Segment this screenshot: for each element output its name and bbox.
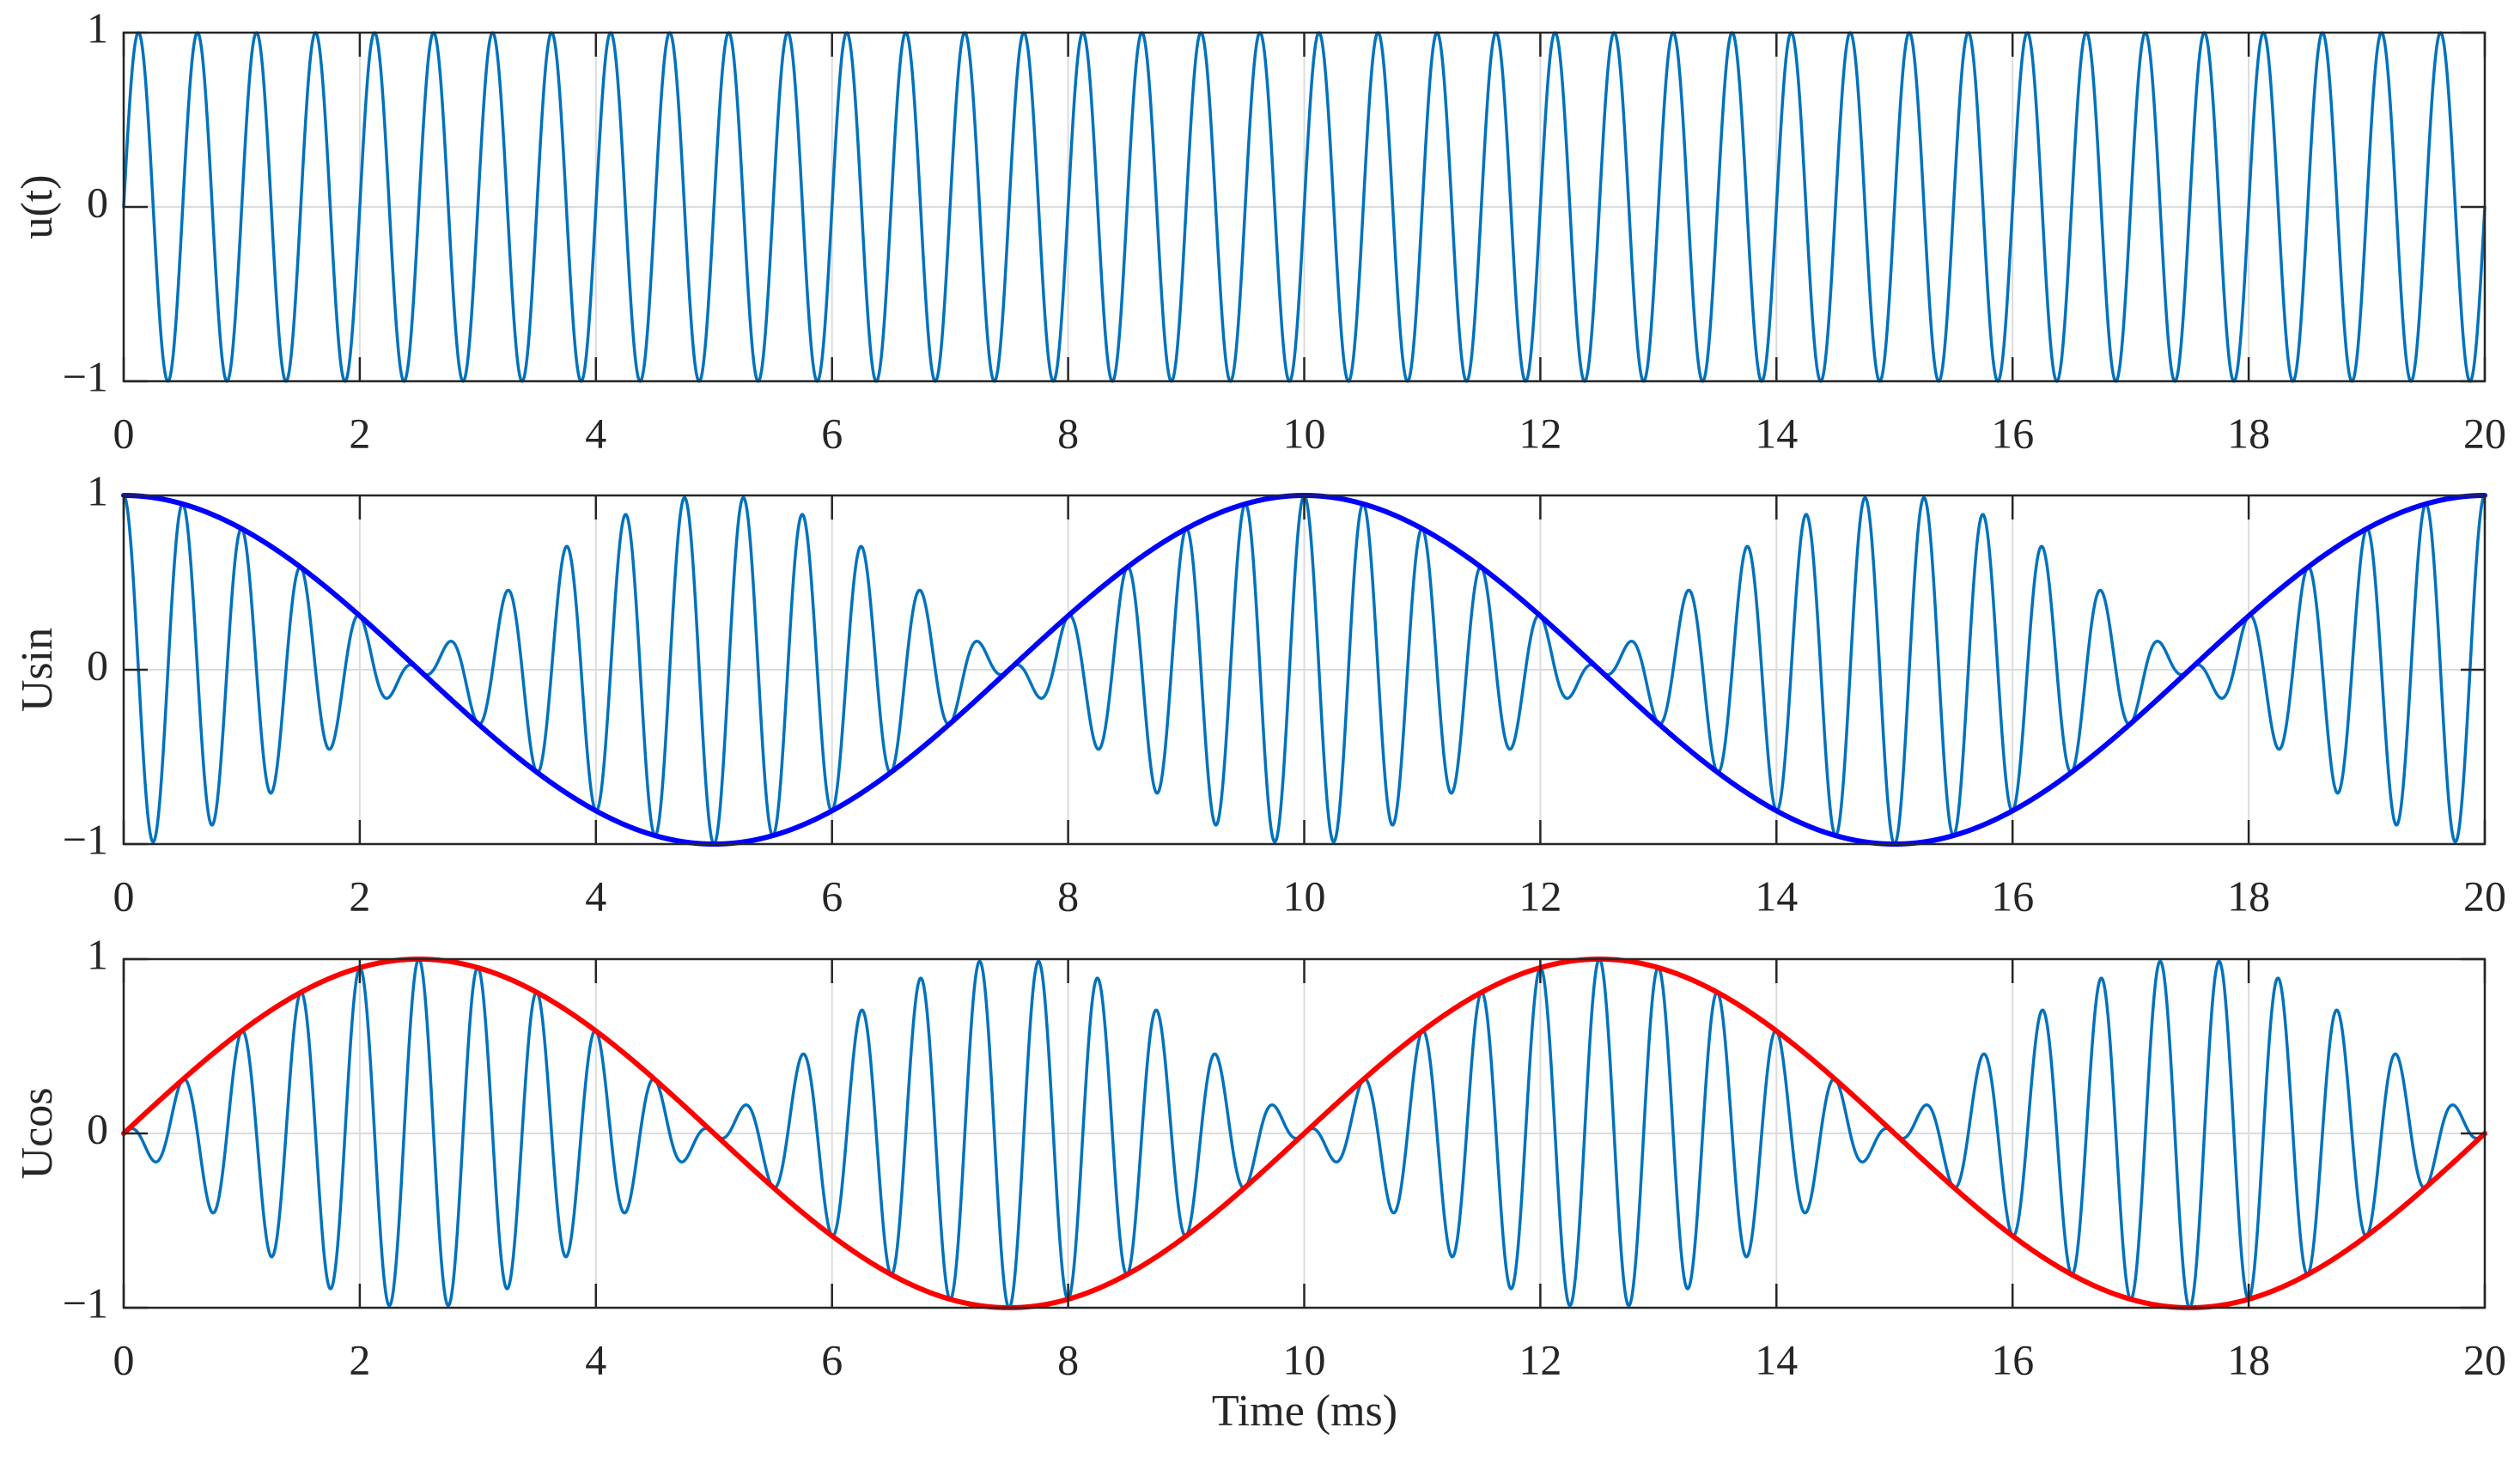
x-tick-label: 0 xyxy=(113,1335,135,1383)
x-tick-labels: 0 2 4 6 8 10 12 14 16 18 20 xyxy=(113,872,2507,920)
x-tick-label: 10 xyxy=(1283,409,1326,457)
y-tick-label: 0 xyxy=(87,1104,108,1152)
x-tick-label: 6 xyxy=(821,409,843,457)
subplot-usin: 0 2 4 6 8 10 12 14 16 18 20 −101 Usin xyxy=(13,466,2506,920)
y-axis-label: Usin xyxy=(13,628,62,712)
plot-lines xyxy=(121,957,2487,1310)
subplot-ucos: 0 2 4 6 8 10 12 14 16 18 20 −101 Ucos xyxy=(13,930,2506,1383)
x-tick-labels: 0 2 4 6 8 10 12 14 16 18 20 xyxy=(113,1335,2507,1383)
x-tick-label: 2 xyxy=(349,409,370,457)
x-tick-label: 14 xyxy=(1755,1335,1798,1383)
y-tick-label: −1 xyxy=(63,1279,108,1327)
y-tick-labels: −1 0 1 xyxy=(63,930,108,1327)
axes-box xyxy=(122,494,2487,846)
subplot-u: 0 2 4 6 8 10 12 14 16 18 20 −101 u(t) xyxy=(13,3,2506,457)
x-tick-label: 4 xyxy=(585,872,606,920)
x-tick-label: 14 xyxy=(1755,872,1798,920)
x-tick-label: 16 xyxy=(1991,872,2034,920)
series-ucos-envelope xyxy=(121,957,2487,1310)
y-tick-label: 0 xyxy=(87,641,108,689)
grid-lines xyxy=(124,495,2485,844)
series-u-t xyxy=(122,31,2487,383)
x-tick-label: 0 xyxy=(113,872,135,920)
x-tick-label: 20 xyxy=(2463,409,2506,457)
x-tick-label: 16 xyxy=(1991,1335,2034,1383)
y-axis-label: u(t) xyxy=(13,174,62,239)
y-tick-label: −1 xyxy=(63,815,108,863)
x-tick-label: 16 xyxy=(1991,409,2034,457)
x-tick-label: 12 xyxy=(1519,872,1561,920)
y-tick-label: −1 xyxy=(63,352,108,400)
x-tick-label: 4 xyxy=(585,409,606,457)
x-tick-label: 2 xyxy=(349,1335,370,1383)
x-tick-label: 8 xyxy=(1057,1335,1079,1383)
y-tick-label: 0 xyxy=(87,178,108,226)
plot-lines xyxy=(122,31,2487,383)
x-tick-label: 8 xyxy=(1057,872,1079,920)
x-tick-label: 14 xyxy=(1755,409,1798,457)
x-tick-label: 6 xyxy=(821,872,843,920)
x-tick-label: 2 xyxy=(349,872,370,920)
x-tick-label: 8 xyxy=(1057,409,1079,457)
x-tick-label: 0 xyxy=(113,409,135,457)
axes-box xyxy=(122,31,2487,383)
y-axis-label: Ucos xyxy=(13,1088,62,1180)
x-tick-label: 20 xyxy=(2463,872,2506,920)
x-tick-label: 20 xyxy=(2463,1335,2506,1383)
y-tick-label: 1 xyxy=(87,466,108,514)
x-tick-label: 12 xyxy=(1519,1335,1561,1383)
x-tick-label: 12 xyxy=(1519,409,1561,457)
x-axis-label: Time (ms) xyxy=(1212,1387,1397,1436)
y-tick-labels: −1 0 1 xyxy=(63,466,108,863)
x-tick-label: 10 xyxy=(1283,1335,1326,1383)
y-tick-label: 1 xyxy=(87,930,108,978)
x-tick-labels: 0 2 4 6 8 10 12 14 16 18 20 xyxy=(113,409,2507,457)
x-tick-label: 10 xyxy=(1283,872,1326,920)
x-tick-label: 18 xyxy=(2227,409,2270,457)
axes-box xyxy=(122,957,2487,1309)
y-tick-label: 1 xyxy=(87,3,108,52)
x-tick-label: 4 xyxy=(585,1335,606,1383)
x-tick-label: 6 xyxy=(821,1335,843,1383)
x-tick-label: 18 xyxy=(2227,1335,2270,1383)
x-tick-label: 18 xyxy=(2227,872,2270,920)
y-tick-labels: −1 0 1 xyxy=(63,3,108,400)
